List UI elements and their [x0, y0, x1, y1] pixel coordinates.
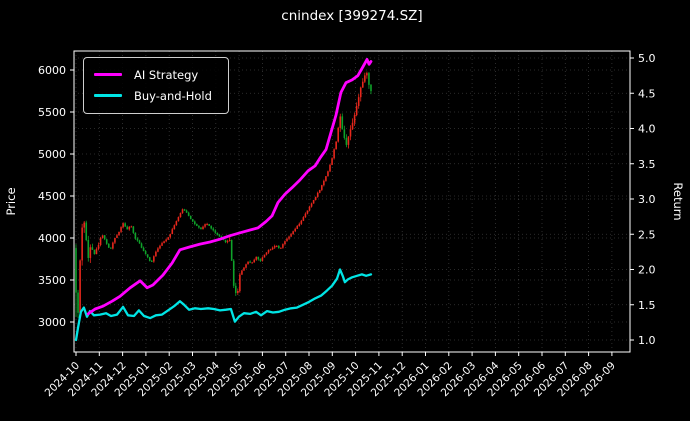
- legend-item-ai-strategy: AI Strategy: [94, 64, 218, 85]
- svg-text:5500: 5500: [38, 106, 66, 119]
- ai-strategy-line: [86, 58, 373, 316]
- svg-text:1.0: 1.0: [638, 334, 656, 347]
- svg-text:1.5: 1.5: [638, 299, 656, 312]
- plot-border: [73, 50, 631, 353]
- svg-text:3000: 3000: [38, 316, 66, 329]
- buy-and-hold-line-swatch: [94, 94, 122, 97]
- buy-and-hold-line: [74, 268, 373, 342]
- svg-text:4500: 4500: [38, 190, 66, 203]
- svg-text:3500: 3500: [38, 274, 66, 287]
- svg-text:3.0: 3.0: [638, 193, 656, 206]
- svg-text:4.0: 4.0: [638, 123, 656, 136]
- legend-item-buy-and-hold: Buy-and-Hold: [94, 85, 218, 106]
- left-axis-label: Price: [4, 187, 18, 215]
- chart-title: cnindex [399274.SZ]: [281, 8, 423, 24]
- svg-text:3.5: 3.5: [638, 158, 656, 171]
- ai-strategy-line-swatch: [94, 73, 122, 76]
- svg-text:2.5: 2.5: [638, 228, 656, 241]
- svg-text:4000: 4000: [38, 232, 66, 245]
- legend-label: Buy-and-Hold: [134, 88, 212, 103]
- axis-ticks: [70, 57, 634, 356]
- svg-text:2.0: 2.0: [638, 264, 656, 277]
- right-axis-label: Return: [671, 182, 685, 220]
- svg-text:5000: 5000: [38, 148, 66, 161]
- legend-label: AI Strategy: [134, 67, 199, 82]
- svg-text:4.5: 4.5: [638, 87, 656, 100]
- svg-text:6000: 6000: [38, 64, 66, 77]
- legend: AI Strategy Buy-and-Hold: [83, 57, 229, 114]
- candlestick-series: [75, 71, 372, 318]
- svg-text:5.0: 5.0: [638, 52, 656, 65]
